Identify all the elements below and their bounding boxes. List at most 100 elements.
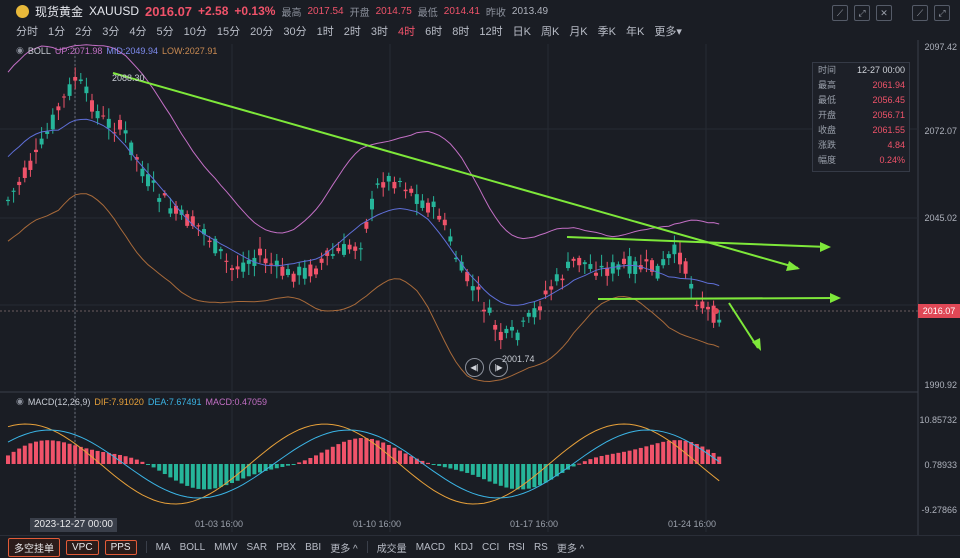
eye-icon[interactable]: ◉ — [16, 396, 24, 406]
macd-legend: ◉ MACD(12,26,9) DIF:7.91020 DEA:7.67491 … — [16, 396, 267, 407]
close-icon[interactable]: ✕ — [876, 5, 892, 21]
timeframe-tab[interactable]: 周K — [540, 26, 560, 38]
price-axis-label: 2072.07 — [924, 126, 957, 136]
candle-body — [140, 168, 145, 177]
sub-indicator-item[interactable]: RS — [533, 541, 548, 553]
divider — [366, 541, 368, 553]
candle-body — [291, 273, 296, 282]
sub-indicator-item[interactable]: 更多 ^ — [556, 543, 585, 555]
candle-body — [414, 194, 419, 204]
price-chart[interactable] — [0, 40, 960, 535]
boll-lower-line — [7, 193, 720, 383]
macd-dif: DIF:7.91020 — [94, 396, 144, 407]
candle-body — [112, 132, 117, 134]
fullscreen-icon[interactable]: ⤢ — [854, 5, 870, 21]
macd-histogram-bar — [34, 441, 38, 464]
high-value: 2017.54 — [307, 5, 344, 17]
main-indicator-item[interactable]: BBI — [305, 541, 322, 553]
timeframe-tab[interactable]: 4分 — [129, 26, 147, 38]
toolbar-button[interactable]: VPC — [66, 539, 99, 555]
macd-histogram-bar — [291, 464, 296, 465]
sub-indicator-item[interactable]: KDJ — [454, 541, 474, 553]
macd-histogram-bar — [246, 464, 251, 477]
timeframe-tab[interactable]: 3时 — [370, 26, 388, 38]
timeframe-tab[interactable]: 2分 — [75, 26, 93, 38]
macd-histogram-bar — [599, 455, 604, 464]
timeframe-tab[interactable]: 更多▾ — [654, 26, 682, 38]
timeframe-bar: 分时 1分 2分 3分 4分 5分 10分 15分 20分 30分 1时 2时 3时 4时 6时 8时 12时日… — [16, 23, 682, 39]
macd-histogram-bar — [526, 464, 531, 489]
draw-tool-icon[interactable]: ⟋ — [832, 5, 848, 21]
sub-indicator-item[interactable]: CCI — [482, 541, 500, 553]
candle-body — [482, 309, 486, 312]
timeframe-tab[interactable]: 1时 — [316, 26, 334, 38]
tooltip-value: 0.24% — [879, 155, 905, 165]
trend-line — [112, 72, 799, 269]
main-indicator-item[interactable]: 更多 ^ — [330, 543, 358, 555]
timeframe-tab[interactable]: 年K — [626, 26, 645, 38]
sub-indicator-item[interactable]: RSI — [508, 541, 525, 553]
timeframe-tab[interactable]: 6时 — [425, 26, 443, 38]
macd-histogram-bar — [454, 464, 458, 470]
timeframe-tab[interactable]: 2时 — [343, 26, 361, 38]
timeframe-tab[interactable]: 30分 — [283, 26, 307, 38]
candle-body — [263, 258, 268, 264]
macd-histogram-bar — [286, 464, 290, 466]
timeframe-tab[interactable]: 15分 — [216, 26, 241, 38]
candle-body — [358, 248, 363, 250]
timeframe-tab[interactable]: 8时 — [452, 26, 470, 38]
macd-histogram-bar — [202, 464, 206, 490]
sub-indicator-item[interactable]: 成交量 — [376, 543, 407, 555]
timeframe-tab[interactable]: 4时 — [398, 26, 416, 38]
main-indicator-item[interactable]: BOLL — [179, 541, 206, 553]
macd-histogram-bar — [616, 452, 621, 464]
candle-body — [599, 265, 604, 268]
toolbar-button[interactable]: PPS — [104, 539, 137, 555]
low-label: 最低 — [417, 7, 438, 19]
macd-histogram-bar — [431, 464, 436, 465]
timeframe-tab[interactable]: 分时 — [16, 26, 38, 38]
macd-histogram-bar — [84, 448, 89, 464]
main-indicator-item[interactable]: SAR — [246, 541, 268, 553]
macd-histogram-bar — [106, 452, 111, 464]
toolbar-button[interactable]: 多空挂单 — [8, 537, 60, 557]
candle-body — [218, 249, 223, 252]
candle-body — [650, 260, 654, 272]
timeframe-tab[interactable]: 日K — [512, 26, 531, 38]
timeframe-tab[interactable]: 20分 — [250, 26, 274, 38]
candle-body — [319, 258, 324, 263]
main-indicator-item[interactable]: MMV — [214, 541, 238, 553]
timeframe-tab[interactable]: 月K — [569, 26, 588, 38]
macd-histogram-bar — [420, 460, 425, 464]
main-indicator-item[interactable]: PBX — [276, 541, 297, 553]
timeframe-tab[interactable]: 1分 — [48, 26, 66, 38]
draw-line-icon[interactable]: ⟋ — [912, 5, 928, 21]
scroll-forward-button[interactable]: |▶ — [489, 358, 508, 377]
macd-name: MACD(12,26,9) — [27, 396, 91, 407]
timeframe-tab[interactable]: 季K — [597, 26, 616, 38]
macd-histogram-bar — [459, 464, 464, 472]
candle-body — [196, 225, 201, 227]
timeframe-tab[interactable]: 3分 — [102, 26, 120, 38]
timeframe-tab[interactable]: 5分 — [156, 26, 174, 38]
eye-icon[interactable]: ◉ — [16, 45, 24, 55]
crosshair-date: 2023-12-27 00:00 — [30, 518, 117, 532]
main-indicator-item[interactable]: MA — [155, 541, 171, 553]
scroll-back-button[interactable]: ◀| — [465, 358, 484, 377]
candle-body — [17, 181, 22, 186]
candle-body — [11, 190, 16, 192]
macd-histogram-bar — [185, 464, 190, 486]
candle-body — [454, 257, 458, 260]
candle-body — [50, 114, 55, 130]
candle-body — [470, 286, 475, 291]
timeframe-tab[interactable]: 10分 — [183, 26, 207, 38]
candle-body — [420, 200, 425, 208]
candle-body — [571, 258, 576, 261]
timeframe-tab[interactable]: 12时 — [479, 26, 503, 38]
macd-histogram-bar — [263, 464, 268, 471]
macd-histogram-bar — [95, 450, 100, 464]
sub-indicator-item[interactable]: MACD — [415, 541, 446, 553]
candle-body — [521, 320, 526, 322]
macd-histogram-bar — [594, 457, 598, 464]
expand-icon[interactable]: ⤢ — [934, 5, 950, 21]
